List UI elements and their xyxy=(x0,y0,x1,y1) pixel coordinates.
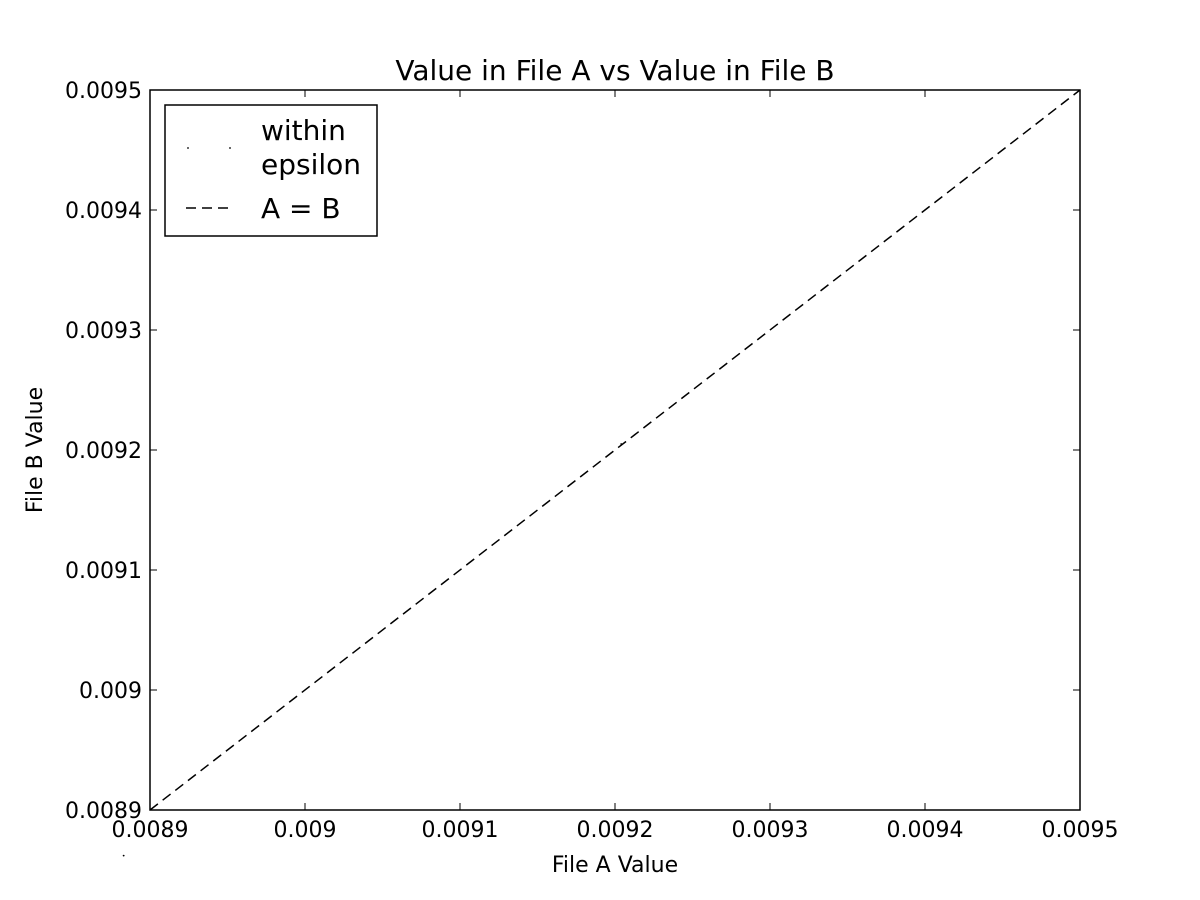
legend-marker-within-epsilon xyxy=(187,147,189,149)
y-tick-label: 0.0089 xyxy=(65,799,142,824)
x-axis-label: File A Value xyxy=(552,853,678,878)
series-line-a-b xyxy=(149,89,1081,811)
legend: within epsilon A = B xyxy=(164,104,378,237)
legend-box xyxy=(164,104,378,237)
x-tick-label: 0.0089 xyxy=(112,818,189,843)
legend-label-a-equals-b: A = B xyxy=(261,192,341,225)
y-axis-label: File B Value xyxy=(23,387,48,513)
x-tick-label: 0.0092 xyxy=(577,818,654,843)
data-point-within-epsilon xyxy=(122,854,125,857)
x-tick-label: 0.009 xyxy=(274,818,337,843)
y-tick-label: 0.0094 xyxy=(65,199,142,224)
y-tick-label: 0.0093 xyxy=(65,319,142,344)
y-tick-label: 0.009 xyxy=(79,679,142,704)
y-tick-label: 0.0091 xyxy=(65,559,142,584)
y-tick-label: 0.0095 xyxy=(65,79,142,104)
legend-label-within-epsilon-line1: within xyxy=(261,114,346,147)
x-tick-label: 0.0093 xyxy=(732,818,809,843)
tick-layer: 0.0089 0.009 0.0091 0.0092 0.0093 0.0094 0.009… xyxy=(65,79,1118,843)
x-tick-label: 0.0091 xyxy=(422,818,499,843)
x-tick-label: 0.0094 xyxy=(887,818,964,843)
x-tick-label: 0.0095 xyxy=(1042,818,1119,843)
legend-marker-within-epsilon xyxy=(229,147,231,149)
chart-title: Value in File A vs Value in File B xyxy=(395,54,834,87)
y-tick-label: 0.0092 xyxy=(65,439,142,464)
legend-label-within-epsilon-line2: epsilon xyxy=(261,148,361,181)
plot-layer xyxy=(122,89,1081,857)
